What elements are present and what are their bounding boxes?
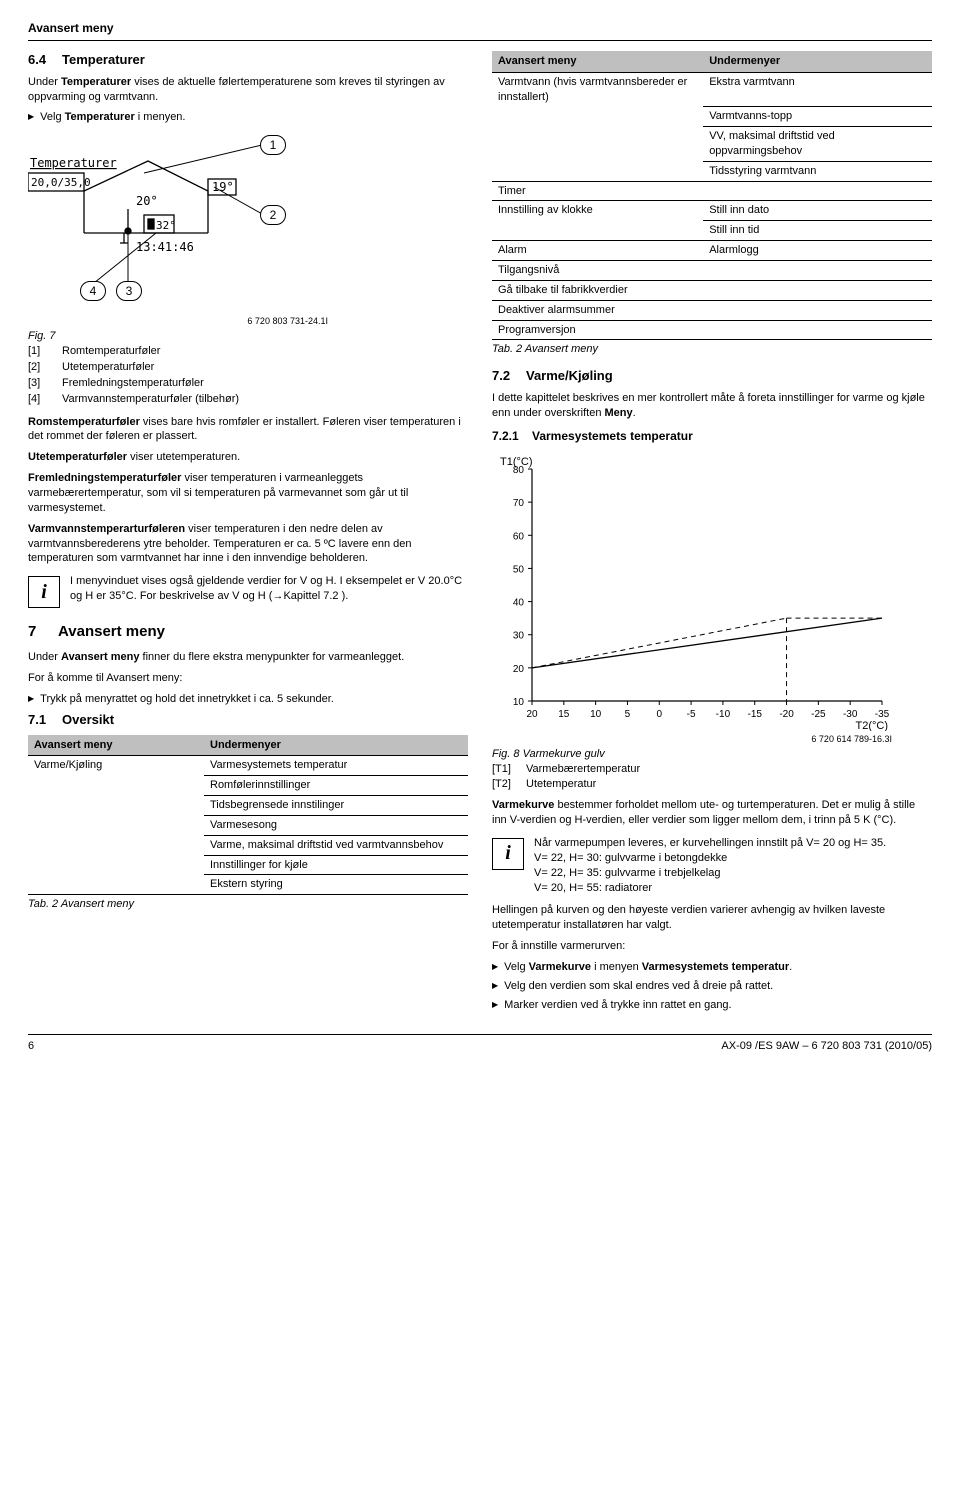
fig8-code: 6 720 614 789-16.3I xyxy=(492,733,892,745)
heading-7-2-1: 7.2.1Varmesystemets temperatur xyxy=(492,428,932,444)
svg-text:-30: -30 xyxy=(843,709,858,720)
th-left-1: Undermenyer xyxy=(204,735,468,756)
fig7-svg: Temperaturer 20,0/35,0 20° 19° 32° 13:41… xyxy=(28,133,368,308)
info-box-2: i Når varmepumpen leveres, er kurvehelli… xyxy=(492,836,932,895)
svg-text:20°: 20° xyxy=(136,194,158,208)
callout-1: 1 xyxy=(260,135,286,155)
svg-text:-25: -25 xyxy=(811,709,826,720)
svg-text:T2(°C): T2(°C) xyxy=(855,720,888,731)
table-right-caption: Tab. 2 Avansert meny xyxy=(492,342,932,357)
s64-bullet: Velg Temperaturer i menyen. xyxy=(28,110,468,125)
svg-text:-20: -20 xyxy=(779,709,794,720)
heading-7: 7Avansert meny xyxy=(28,622,468,642)
s7-intro: Under Avansert meny finner du flere ekst… xyxy=(28,650,468,665)
callout-3: 3 xyxy=(116,281,142,301)
svg-text:20: 20 xyxy=(526,709,538,720)
svg-text:20: 20 xyxy=(513,663,525,674)
page-number: 6 xyxy=(28,1039,34,1054)
figure-8-chart: T1(°C)102030405060708020151050-5-10-15-2… xyxy=(492,451,892,731)
svg-text:50: 50 xyxy=(513,564,525,575)
s721-howto-label: For å innstille varmerurven: xyxy=(492,939,932,954)
svg-text:5: 5 xyxy=(625,709,631,720)
s7-howto-label: For å komme til Avansert meny: xyxy=(28,671,468,686)
svg-text:70: 70 xyxy=(513,498,525,509)
p-rom: Romstemperaturføler vises bare hvis romf… xyxy=(28,415,468,445)
svg-text:Temperaturer: Temperaturer xyxy=(30,156,117,170)
p-kurve: Varmekurve bestemmer forholdet mellom ut… xyxy=(492,798,932,828)
svg-text:30: 30 xyxy=(513,630,525,641)
svg-text:32°: 32° xyxy=(156,219,176,232)
table-right: Avansert meny Undermenyer Varmtvann (hvi… xyxy=(492,51,932,340)
svg-text:-5: -5 xyxy=(687,709,696,720)
s72-intro: I dette kapittelet beskrives en mer kont… xyxy=(492,391,932,421)
p-ute: Utetemperaturføler viser utetemperaturen… xyxy=(28,450,468,465)
info-icon: i xyxy=(28,576,60,608)
info-box-1: i I menyvinduet vises også gjeldende ver… xyxy=(28,574,468,608)
s64-intro: Under Temperaturer vises de aktuelle føl… xyxy=(28,75,468,105)
callout-2: 2 xyxy=(260,205,286,225)
heading-7-1: 7.1Oversikt xyxy=(28,711,468,729)
table-left-caption: Tab. 2 Avansert meny xyxy=(28,897,468,912)
two-column-layout: 6.4Temperaturer Under Temperaturer vises… xyxy=(28,51,932,1016)
th-right-0: Avansert meny xyxy=(492,51,703,72)
svg-text:40: 40 xyxy=(513,597,525,608)
left-column: 6.4Temperaturer Under Temperaturer vises… xyxy=(28,51,468,1016)
svg-text:20,0/35,0: 20,0/35,0 xyxy=(31,176,91,189)
svg-text:-10: -10 xyxy=(716,709,731,720)
info-icon: i xyxy=(492,838,524,870)
heading-7-2: 7.2Varme/Kjøling xyxy=(492,367,932,385)
svg-text:80: 80 xyxy=(513,465,525,476)
s7-howto-bullet: Trykk på menyrattet og hold det innetryk… xyxy=(28,692,468,707)
page-footer: 6 AX-09 /ES 9AW – 6 720 803 731 (2010/05… xyxy=(28,1034,932,1054)
s721-bullets: Velg Varmekurve i menyen Varmesystemets … xyxy=(492,960,932,1013)
svg-text:-15: -15 xyxy=(748,709,763,720)
svg-text:10: 10 xyxy=(513,697,525,708)
svg-text:15: 15 xyxy=(558,709,570,720)
fig8-legend: [T1]Varmebærertemperatur[T2]Utetemperatu… xyxy=(492,762,932,793)
doc-id: AX-09 /ES 9AW – 6 720 803 731 (2010/05) xyxy=(721,1039,932,1054)
svg-text:-35: -35 xyxy=(875,709,890,720)
th-right-1: Undermenyer xyxy=(703,51,932,72)
callout-4: 4 xyxy=(80,281,106,301)
svg-text:0: 0 xyxy=(656,709,662,720)
p-helling: Hellingen på kurven og den høyeste verdi… xyxy=(492,903,932,933)
p-vv: Varmvannstemperarturføleren viser temper… xyxy=(28,522,468,567)
chart-svg: T1(°C)102030405060708020151050-5-10-15-2… xyxy=(492,451,892,731)
p-frem: Fremledningstemperaturføler viser temper… xyxy=(28,471,468,516)
table-left: Avansert meny Undermenyer Varme/KjølingV… xyxy=(28,735,468,896)
fig7-legend: [1]Romtemperaturføler[2]Utetemperaturføl… xyxy=(28,344,468,406)
svg-text:60: 60 xyxy=(513,531,525,542)
th-left-0: Avansert meny xyxy=(28,735,204,756)
info-text-1: I menyvinduet vises også gjeldende verdi… xyxy=(70,574,468,604)
fig8-caption: Fig. 8 Varmekurve gulv xyxy=(492,747,932,762)
svg-text:19°: 19° xyxy=(212,180,234,194)
heading-6-4: 6.4Temperaturer xyxy=(28,51,468,69)
page-header: Avansert meny xyxy=(28,20,932,41)
figure-7: Temperaturer 20,0/35,0 20° 19° 32° 13:41… xyxy=(28,133,468,406)
right-column: Avansert meny Undermenyer Varmtvann (hvi… xyxy=(492,51,932,1016)
svg-text:10: 10 xyxy=(590,709,602,720)
info-text-2: Når varmepumpen leveres, er kurvehelling… xyxy=(534,836,932,895)
fig7-code: 6 720 803 731-24.1I xyxy=(28,315,328,327)
svg-text:13:41:46: 13:41:46 xyxy=(136,240,194,254)
fig7-caption: Fig. 7 xyxy=(28,329,468,344)
